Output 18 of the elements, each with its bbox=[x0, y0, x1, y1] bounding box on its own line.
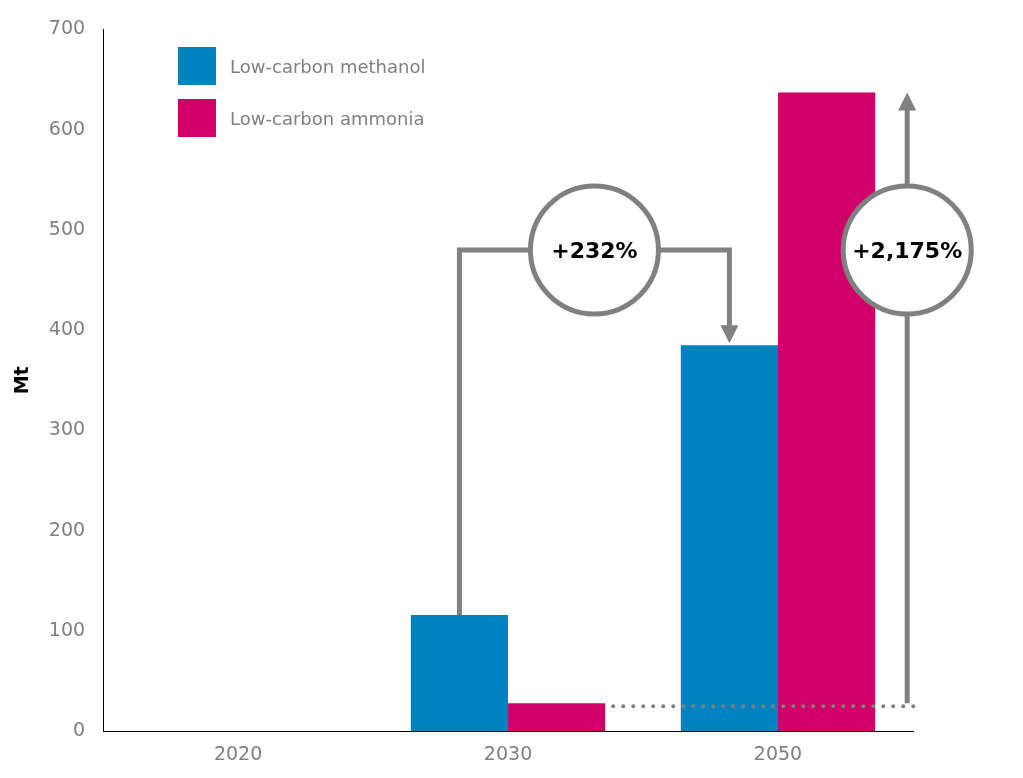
y-tick-label: 400 bbox=[48, 317, 86, 340]
y-tick-label: 500 bbox=[48, 216, 86, 239]
x-tick-label: 2030 bbox=[483, 741, 533, 764]
legend-label: Low-carbon methanol bbox=[230, 55, 426, 77]
legend-label: Low-carbon ammonia bbox=[230, 107, 425, 129]
y-tick-label: 200 bbox=[48, 517, 86, 540]
y-tick-label: 300 bbox=[48, 417, 86, 440]
x-tick-label: 2050 bbox=[753, 741, 803, 764]
bar bbox=[410, 614, 509, 732]
y-tick-label: 700 bbox=[48, 16, 86, 39]
x-tick-label: 2020 bbox=[213, 741, 263, 764]
y-tick-label: 600 bbox=[48, 116, 86, 139]
y-tick-label: 100 bbox=[48, 617, 86, 640]
bar bbox=[508, 703, 606, 732]
y-tick-label: 0 bbox=[72, 718, 86, 741]
y-axis-title: Mt bbox=[10, 366, 33, 395]
annotation: +232% bbox=[551, 237, 638, 263]
annotation: +2,175% bbox=[852, 237, 963, 263]
